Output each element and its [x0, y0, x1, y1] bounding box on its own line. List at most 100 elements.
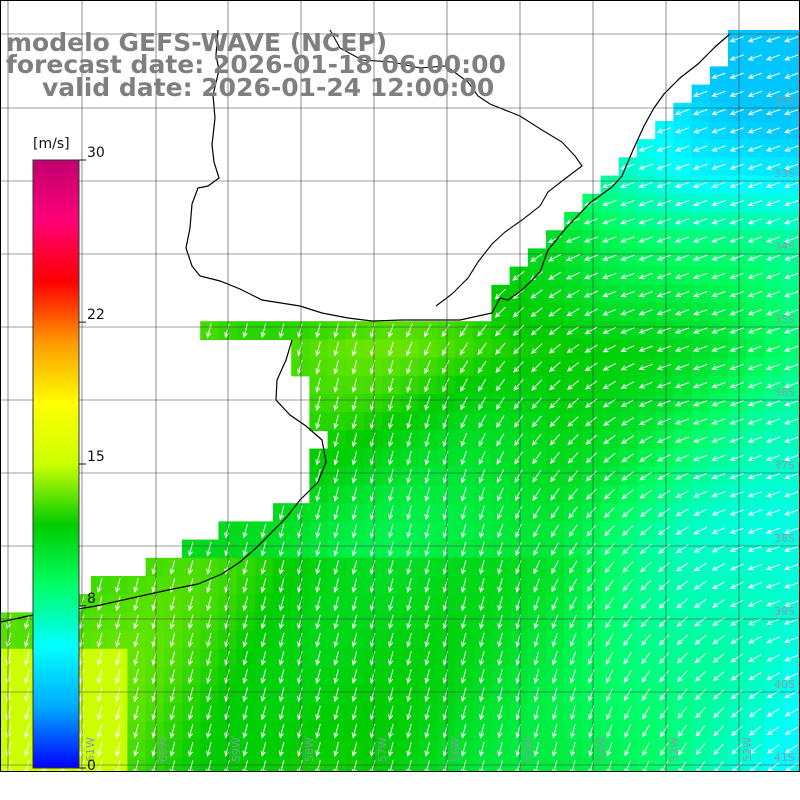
wind-arrow: [442, 378, 450, 393]
wind-arrow: [606, 705, 613, 720]
wind-arrow: [638, 327, 653, 334]
wind-arrow: [550, 524, 560, 538]
wind-arrow: [551, 687, 558, 703]
wind-arrow: [315, 396, 321, 412]
wind-arrow: [638, 399, 653, 407]
wind-arrow: [747, 363, 763, 371]
wind-arrow: [495, 342, 506, 355]
wind-arrow: [532, 505, 541, 520]
wind-arrow: [333, 323, 339, 339]
wind-arrow: [406, 741, 412, 757]
wind-arrow: [729, 509, 744, 516]
wind-arrow: [620, 291, 635, 298]
wind-arrow: [424, 614, 430, 630]
wind-arrow: [674, 363, 690, 371]
wind-arrow: [388, 468, 394, 484]
wind-arrow: [477, 342, 487, 356]
wind-arrow: [693, 382, 708, 389]
wind-arrow: [96, 632, 103, 648]
wind-arrow: [333, 432, 339, 448]
wind-arrow: [675, 562, 689, 572]
wind-arrow: [602, 344, 617, 353]
wind-arrow: [640, 615, 652, 628]
wind-arrow: [260, 614, 267, 630]
wind-arrow: [96, 723, 103, 739]
wind-arrow: [765, 454, 781, 462]
wind-arrow: [674, 436, 690, 443]
wind-arrow: [657, 472, 671, 480]
wind-arrow: [602, 200, 617, 207]
wind-arrow: [747, 382, 763, 389]
wind-arrow: [711, 473, 726, 480]
wind-arrow: [568, 524, 578, 538]
wind-arrow: [729, 163, 744, 170]
wind-arrow: [479, 578, 485, 594]
wind-arrow: [533, 524, 541, 538]
wind-arrow: [242, 614, 248, 630]
wind-arrow: [713, 743, 724, 755]
wind-arrow: [242, 578, 248, 594]
wind-arrow: [566, 308, 580, 317]
wind-arrow: [479, 523, 485, 539]
latitude-label: 35S: [774, 313, 795, 326]
wind-arrow: [584, 362, 598, 372]
wind-arrow: [694, 598, 707, 609]
wind-arrow: [638, 417, 653, 426]
wind-arrow: [784, 436, 799, 443]
wind-arrow: [729, 418, 744, 425]
wind-arrow: [533, 632, 540, 648]
wind-arrow: [730, 707, 743, 718]
latitude-label: 37S: [774, 459, 795, 472]
wind-arrow: [260, 578, 267, 594]
wind-arrow: [729, 527, 744, 534]
wind-arrow: [24, 669, 30, 685]
wind-arrow: [747, 54, 763, 61]
wind-arrow: [479, 596, 485, 612]
wind-arrow: [315, 632, 321, 648]
wind-arrow: [315, 323, 321, 339]
wind-arrow: [548, 325, 561, 336]
wind-arrow: [621, 489, 634, 500]
wind-arrow: [315, 523, 321, 539]
wind-arrow: [784, 163, 799, 170]
wind-arrow: [460, 723, 467, 739]
wind-arrow: [674, 345, 690, 352]
colorbar-tick-label: 0: [87, 758, 96, 774]
wind-arrow: [333, 578, 339, 594]
wind-arrow: [729, 400, 744, 407]
wind-arrow: [406, 505, 412, 521]
wind-arrow: [711, 545, 726, 553]
wind-arrow: [460, 414, 468, 429]
wind-arrow: [351, 396, 358, 412]
wind-arrow: [96, 578, 103, 594]
wind-arrow: [784, 564, 799, 571]
wind-arrow: [315, 669, 321, 685]
wind-arrow: [478, 451, 486, 466]
wind-arrow: [606, 687, 614, 702]
wind-arrow: [388, 578, 394, 594]
wind-arrow: [693, 236, 708, 243]
wind-arrow: [729, 200, 744, 207]
wind-arrow: [584, 380, 598, 390]
wind-arrow: [187, 632, 194, 648]
wind-arrow: [351, 559, 358, 575]
wind-arrow: [278, 541, 285, 557]
wind-arrow: [784, 291, 799, 298]
wind-arrow: [695, 743, 706, 756]
wind-arrow: [784, 744, 798, 754]
wind-arrow: [96, 669, 103, 685]
wind-arrow: [406, 669, 412, 685]
wind-arrow: [765, 109, 781, 116]
wind-arrow: [620, 218, 635, 225]
wind-arrow: [638, 309, 653, 316]
wind-arrow: [333, 614, 339, 630]
wind-arrow: [533, 614, 540, 630]
wind-arrow: [388, 523, 394, 539]
wind-arrow: [169, 705, 176, 721]
wind-arrow: [603, 434, 616, 445]
wind-arrow: [784, 181, 799, 189]
wind-arrow: [784, 672, 799, 680]
wind-arrow: [622, 561, 634, 573]
wind-arrow: [351, 741, 358, 757]
